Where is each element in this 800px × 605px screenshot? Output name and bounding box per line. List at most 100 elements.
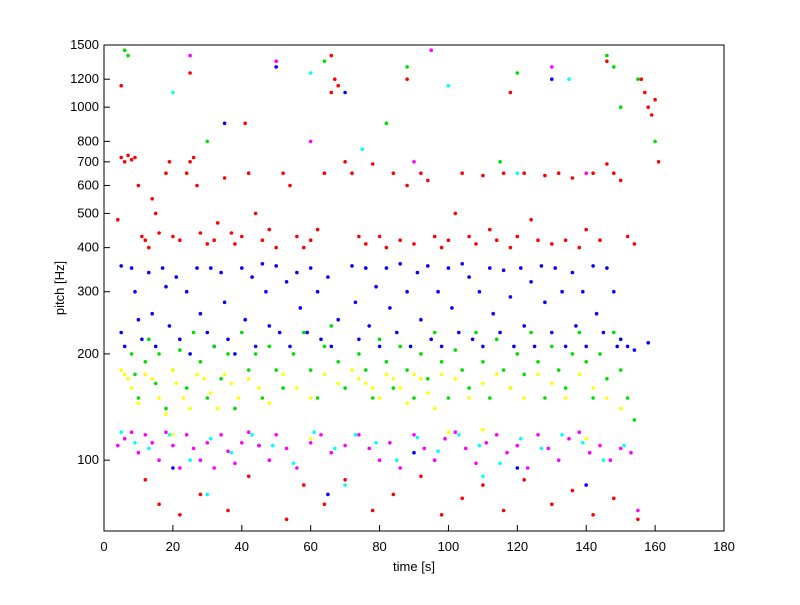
data-point-s0-56 [398, 262, 403, 266]
data-point-s5-38 [308, 238, 313, 242]
data-point-s3-51 [587, 450, 592, 455]
data-point-s5-46 [357, 234, 361, 239]
data-point-s5-117 [188, 71, 192, 75]
data-point-s0-51 [374, 284, 378, 289]
data-point-s5-114 [612, 496, 616, 501]
data-point-s3-18 [240, 441, 244, 445]
data-point-s0-82 [532, 344, 537, 349]
data-point-s2-39 [426, 391, 430, 395]
data-point-s5-63 [474, 242, 478, 246]
data-point-s0-111 [222, 121, 227, 126]
y-tick-label-9: 1200 [70, 71, 99, 86]
data-point-s0-90 [574, 324, 578, 328]
data-point-s2-20 [246, 377, 251, 381]
data-point-s2-34 [391, 377, 396, 381]
points-layer [116, 48, 661, 522]
data-point-s4-0 [119, 430, 123, 435]
data-point-s5-54 [412, 242, 416, 246]
data-point-s5-44 [343, 160, 347, 164]
data-point-s2-14 [202, 377, 206, 381]
data-point-s5-120 [405, 77, 409, 81]
data-point-s3-7 [164, 430, 168, 435]
data-point-s3-21 [267, 458, 272, 463]
data-point-s0-0 [119, 264, 123, 268]
data-point-s1-42 [405, 368, 409, 372]
data-point-s2-27 [336, 381, 341, 386]
data-point-s5-94 [157, 502, 161, 507]
data-point-s4-29 [171, 90, 175, 95]
data-point-s5-29 [246, 171, 251, 175]
data-point-s0-16 [188, 352, 192, 356]
data-point-s0-20 [209, 266, 213, 270]
data-point-s1-28 [302, 330, 306, 335]
data-point-s0-87 [560, 289, 564, 294]
data-point-s5-22 [205, 242, 210, 246]
data-point-s4-27 [343, 483, 347, 487]
data-point-s3-22 [274, 433, 279, 437]
data-point-s1-0 [122, 48, 127, 52]
data-point-s2-4 [136, 401, 141, 406]
y-tick-label-6: 700 [77, 154, 99, 169]
data-point-s0-14 [178, 337, 182, 342]
data-point-s0-61 [426, 264, 430, 268]
data-point-s4-26 [205, 492, 210, 497]
data-point-s1-86 [498, 160, 502, 164]
data-point-s1-3 [133, 372, 137, 377]
data-point-s0-112 [550, 77, 554, 81]
data-point-s0-2 [122, 344, 127, 349]
data-point-s0-50 [367, 324, 372, 328]
data-point-s1-85 [384, 121, 389, 126]
data-point-s0-46 [350, 264, 354, 268]
data-point-s3-62 [412, 160, 416, 164]
data-point-s4-4 [188, 458, 192, 463]
data-point-s0-7 [147, 270, 151, 275]
x-tick-label-0: 0 [100, 539, 107, 554]
data-point-s2-41 [439, 372, 444, 377]
data-point-s5-100 [302, 483, 306, 487]
data-point-s2-12 [188, 406, 192, 411]
data-point-s0-24 [226, 337, 230, 342]
data-point-s1-60 [529, 330, 533, 335]
data-point-s3-60 [550, 65, 554, 69]
data-point-s5-84 [618, 178, 623, 183]
data-point-s5-86 [632, 242, 637, 246]
data-point-s1-4 [136, 396, 141, 400]
data-point-s5-74 [550, 242, 554, 246]
data-point-s1-47 [439, 360, 444, 364]
data-point-s0-40 [308, 266, 313, 270]
data-point-s5-101 [322, 502, 327, 507]
data-point-s0-92 [584, 344, 588, 349]
data-point-s4-3 [167, 433, 172, 437]
data-point-s1-34 [343, 386, 347, 390]
data-point-s4-1 [133, 441, 137, 445]
data-point-s1-62 [543, 396, 547, 400]
data-point-s0-37 [295, 270, 299, 275]
data-point-s1-22 [253, 352, 258, 356]
data-point-s4-10 [312, 430, 316, 435]
data-point-s0-45 [336, 317, 341, 322]
data-point-s5-77 [570, 176, 575, 180]
data-point-s5-91 [653, 97, 657, 102]
data-point-s0-9 [153, 344, 158, 349]
data-point-s1-9 [164, 406, 168, 411]
data-point-s3-29 [357, 433, 361, 437]
data-point-s5-113 [591, 513, 595, 517]
data-point-s1-15 [205, 396, 210, 400]
data-point-s0-105 [326, 492, 330, 497]
data-point-s3-53 [608, 458, 613, 463]
data-point-s3-17 [233, 461, 237, 466]
data-point-s5-28 [240, 234, 244, 239]
data-point-s5-99 [284, 517, 289, 522]
data-point-s3-1 [122, 436, 127, 441]
data-point-s5-32 [267, 227, 272, 232]
data-point-s3-38 [453, 430, 458, 435]
data-point-s4-14 [395, 458, 399, 463]
data-point-s2-17 [222, 372, 227, 377]
data-point-s2-43 [467, 396, 471, 400]
data-point-s5-55 [419, 171, 423, 175]
data-point-s2-18 [229, 381, 234, 386]
data-point-s1-33 [336, 360, 341, 364]
data-point-s1-38 [377, 337, 382, 342]
data-point-s1-5 [143, 360, 148, 364]
data-point-s0-97 [612, 289, 616, 294]
